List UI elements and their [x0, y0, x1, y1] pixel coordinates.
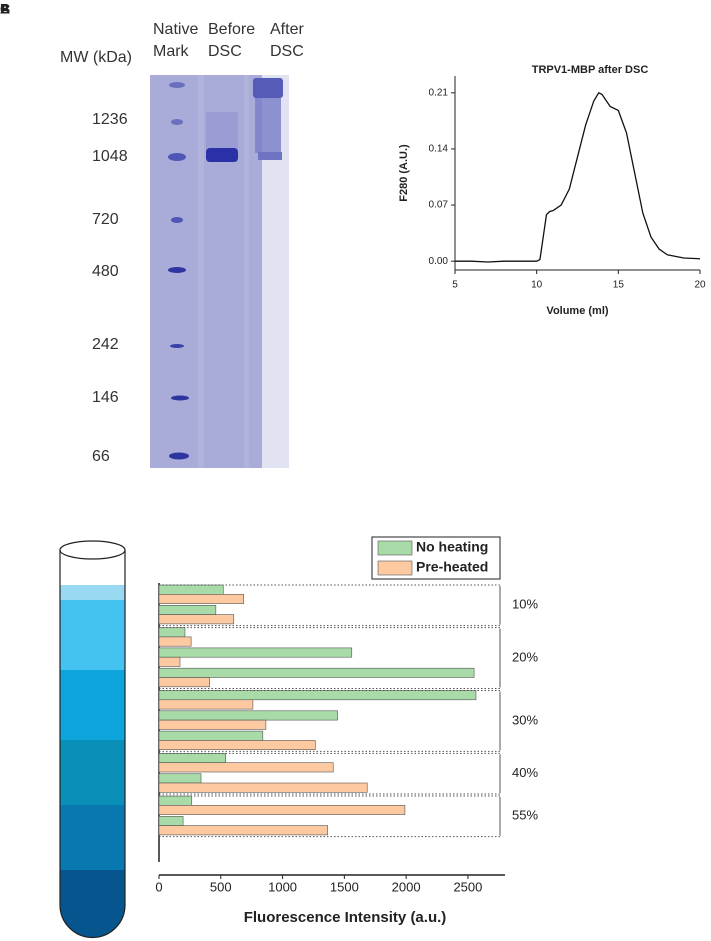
bar [158, 656, 181, 667]
group-label: 40% [512, 765, 538, 780]
bar [158, 627, 186, 638]
bar [158, 636, 192, 647]
x-tick-label: 1000 [268, 879, 297, 894]
mw-marker-label: 1236 [92, 111, 128, 128]
gel-image [150, 75, 283, 468]
lane-label: DSC [208, 43, 242, 60]
group-label: 55% [512, 808, 538, 823]
y-tick-label: 0.14 [429, 144, 449, 155]
x-tick-label: 20 [694, 280, 706, 291]
mw-label: MW (kDa) [60, 49, 132, 66]
bar [158, 815, 184, 826]
data-line [455, 91, 701, 263]
group-label: 10% [512, 597, 538, 612]
lane-label: Mark [153, 43, 190, 60]
bar [158, 614, 235, 625]
tube-illustration [59, 540, 126, 939]
bar [158, 730, 264, 741]
lane-label: After [270, 21, 304, 38]
x-axis-label: Volume (ml) [546, 305, 608, 317]
bar [158, 604, 217, 615]
bar [158, 740, 316, 751]
chart-title: TRPV1-MBP after DSC [532, 64, 649, 76]
mw-marker-label: 720 [92, 211, 119, 228]
bar [158, 773, 202, 784]
lane-label: DSC [270, 43, 304, 60]
y-axis-label: F280 (A.U.) [398, 144, 410, 202]
bar [158, 753, 227, 764]
x-tick-label: 1500 [330, 879, 359, 894]
y-tick-label: 0.21 [429, 87, 449, 98]
legend-swatch [377, 540, 413, 556]
x-tick-label: 2500 [453, 879, 482, 894]
y-tick-label: 0.00 [429, 256, 449, 267]
mw-marker-label: 146 [92, 389, 119, 406]
mw-marker-label: 480 [92, 263, 119, 280]
x-tick-label: 10 [531, 280, 543, 291]
lane-label: Before [208, 21, 255, 38]
legend-label: No heating [416, 539, 488, 555]
bar [158, 795, 193, 806]
bar [158, 699, 254, 710]
gel-lane [249, 75, 289, 468]
bar [158, 804, 406, 815]
bar [158, 584, 224, 595]
lane-label: Native [153, 21, 198, 38]
panel-label: A [0, 1, 10, 17]
x-tick-label: 2000 [392, 879, 421, 894]
legend-swatch [377, 560, 413, 576]
legend-label: Pre-heated [416, 559, 488, 575]
x-tick-label: 15 [613, 280, 625, 291]
bar [158, 825, 328, 836]
bar [158, 782, 368, 793]
x-axis-label: Fluorescence Intensity (a.u.) [244, 909, 447, 926]
x-tick-label: 5 [452, 280, 458, 291]
mw-marker-label: 242 [92, 336, 119, 353]
x-tick-label: 500 [210, 879, 232, 894]
bar [158, 677, 210, 688]
mw-marker-label: 66 [92, 448, 110, 465]
bar [158, 762, 334, 773]
bar [158, 647, 353, 658]
bar [158, 719, 267, 730]
panel-label: B [0, 1, 10, 17]
group-label: 20% [512, 649, 538, 664]
group-label: 30% [512, 712, 538, 727]
bar [158, 690, 477, 701]
bar [158, 593, 244, 604]
x-tick-label: 0 [155, 879, 162, 894]
bar [158, 710, 338, 721]
mw-marker-label: 1048 [92, 148, 128, 165]
panel-label: C [0, 1, 10, 17]
y-tick-label: 0.07 [429, 200, 449, 211]
bar [158, 667, 475, 678]
